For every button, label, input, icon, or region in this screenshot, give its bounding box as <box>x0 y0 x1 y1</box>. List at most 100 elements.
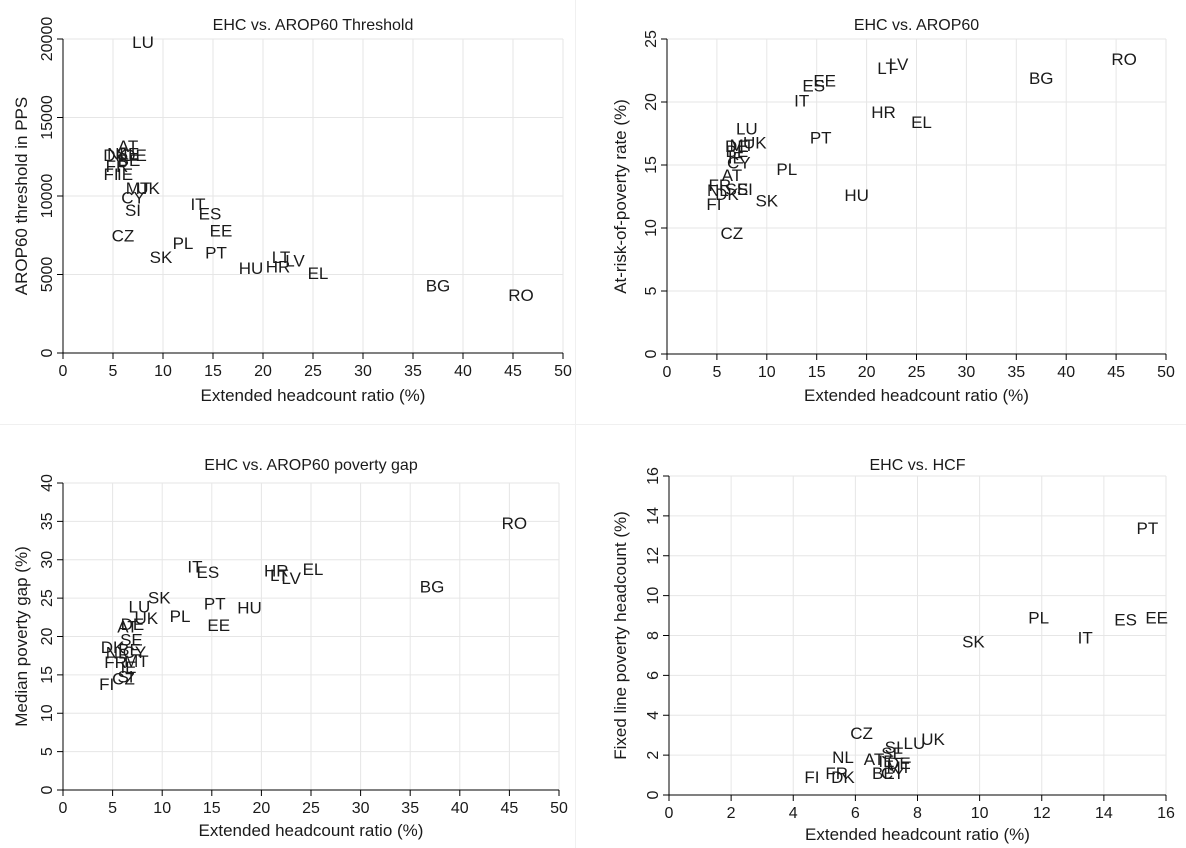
point-label-lu: LU <box>132 33 154 52</box>
point-label-pl: PL <box>173 234 194 253</box>
point-label-fi: FI <box>103 165 118 184</box>
x-tick-label: 35 <box>1007 364 1025 381</box>
y-tick-label: 4 <box>645 711 662 720</box>
point-label-sk: SK <box>150 248 173 267</box>
y-tick-label: 14 <box>645 507 662 525</box>
point-label-cy: CY <box>881 764 905 783</box>
y-tick-label: 20000 <box>39 17 56 62</box>
y-tick-label: 5000 <box>39 257 56 293</box>
y-tick-label: 10 <box>39 704 56 722</box>
y-tick-label: 0 <box>643 349 660 358</box>
x-axis-label: Extended headcount ratio (%) <box>805 825 1030 844</box>
y-tick-label: 0 <box>645 790 662 799</box>
point-label-ro: RO <box>1111 50 1137 69</box>
y-tick-label: 35 <box>39 512 56 530</box>
point-label-es: ES <box>196 563 219 582</box>
point-label-dk: DK <box>715 185 739 204</box>
point-label-nl: NL <box>707 181 729 200</box>
x-tick-label: 0 <box>59 363 68 380</box>
point-label-bg: BG <box>1029 69 1054 88</box>
chart-title: EHC vs. AROP60 poverty gap <box>204 457 418 474</box>
panel-ehc-vs-arop60-poverty-gap: 0 5 10 15 20 25 30 35 40 45 50 0 5 10 15 20 25 30 35 40 EHC … <box>12 457 568 840</box>
point-label-cz: CZ <box>112 226 135 245</box>
x-tick-label: 45 <box>1107 364 1125 381</box>
point-label-de: DE <box>725 137 749 156</box>
vertical-divider <box>575 0 576 848</box>
point-label-si: SI <box>885 738 901 757</box>
chart-title: EHC vs. AROP60 <box>854 17 979 34</box>
x-tick-label: 25 <box>304 363 322 380</box>
point-label-fi: FI <box>706 195 721 214</box>
x-tick-label: 30 <box>354 363 372 380</box>
x-tick-label: 35 <box>404 363 422 380</box>
point-label-de: DE <box>887 754 911 773</box>
point-label-uk: UK <box>743 133 767 152</box>
point-label-sk: SK <box>962 632 985 651</box>
point-label-nl: NL <box>107 145 129 164</box>
y-tick-label: 0 <box>39 785 56 794</box>
point-label-lu: LU <box>129 598 151 617</box>
y-tick-label: 5 <box>643 286 660 295</box>
x-tick-label: 30 <box>352 800 370 817</box>
x-tick-label: 12 <box>1033 805 1051 822</box>
x-tick-label: 45 <box>504 363 522 380</box>
point-label-mt: MT <box>126 179 151 198</box>
x-tick-label: 20 <box>858 364 876 381</box>
x-tick-label: 20 <box>254 363 272 380</box>
x-tick-label: 6 <box>851 805 860 822</box>
point-label-hr: HR <box>266 258 291 277</box>
point-label-at: AT <box>117 618 137 637</box>
point-label-lv: LV <box>281 569 301 588</box>
x-tick-label: 30 <box>958 364 976 381</box>
x-tick-label: 25 <box>302 800 320 817</box>
y-tick-label: 25 <box>39 589 56 607</box>
y-axis-label: Median poverty gap (%) <box>12 546 31 726</box>
x-tick-label: 0 <box>59 800 68 817</box>
y-tick-label: 2 <box>645 751 662 760</box>
point-label-lt: LT <box>270 566 289 585</box>
point-label-nl: NL <box>832 748 854 767</box>
point-label-lu: LU <box>736 119 758 138</box>
y-tick-label: 10 <box>645 587 662 605</box>
point-label-bg: BG <box>426 276 451 295</box>
point-label-ro: RO <box>502 514 528 533</box>
point-label-it: IT <box>187 558 202 577</box>
point-label-cz: CZ <box>850 724 873 743</box>
point-label-uk: UK <box>921 730 945 749</box>
point-label-ie: IE <box>117 165 133 184</box>
point-label-ie: IE <box>878 752 894 771</box>
point-label-se: SE <box>881 744 904 763</box>
y-tick-label: 20 <box>643 93 660 111</box>
chart-title: EHC vs. AROP60 Threshold <box>213 17 414 34</box>
point-label-pt: PT <box>204 594 226 613</box>
chart-title: EHC vs. HCF <box>870 457 966 474</box>
point-label-de: DE <box>123 146 147 165</box>
x-tick-label: 4 <box>789 805 798 822</box>
point-label-uk: UK <box>135 609 159 628</box>
point-label-pl: PL <box>170 607 191 626</box>
point-label-hr: HR <box>871 103 896 122</box>
x-tick-label: 40 <box>454 363 472 380</box>
point-label-si: SI <box>737 180 753 199</box>
point-label-hu: HU <box>237 598 262 617</box>
point-label-bg: BG <box>420 578 445 597</box>
point-label-sk: SK <box>148 588 171 607</box>
x-axis-label: Extended headcount ratio (%) <box>804 386 1029 405</box>
point-label-sk: SK <box>755 191 778 210</box>
panel-ehc-vs-arop60-threshold: 0 5 10 15 20 25 30 35 40 45 50 0 5000 10000 15000 20000… <box>12 17 572 405</box>
point-label-be: BE <box>872 764 895 783</box>
y-tick-label: 8 <box>645 631 662 640</box>
x-tick-label: 8 <box>913 805 922 822</box>
y-axis-label: Fixed line poverty headcount (%) <box>611 511 630 760</box>
panel-ehc-vs-hcf: 0 2 4 6 8 10 12 14 16 0 2 4 6 8 10 12 14 16 EHC vs. HCF Ext… <box>611 457 1175 844</box>
point-label-it: IT <box>1078 628 1093 647</box>
point-label-es: ES <box>802 77 825 96</box>
y-tick-label: 0 <box>39 348 56 357</box>
point-label-ee: EE <box>813 72 836 91</box>
point-label-ee: EE <box>207 616 230 635</box>
point-label-pl: PL <box>776 160 797 179</box>
point-label-si: SI <box>117 667 133 686</box>
x-tick-label: 10 <box>758 364 776 381</box>
point-label-be: BE <box>726 142 749 161</box>
